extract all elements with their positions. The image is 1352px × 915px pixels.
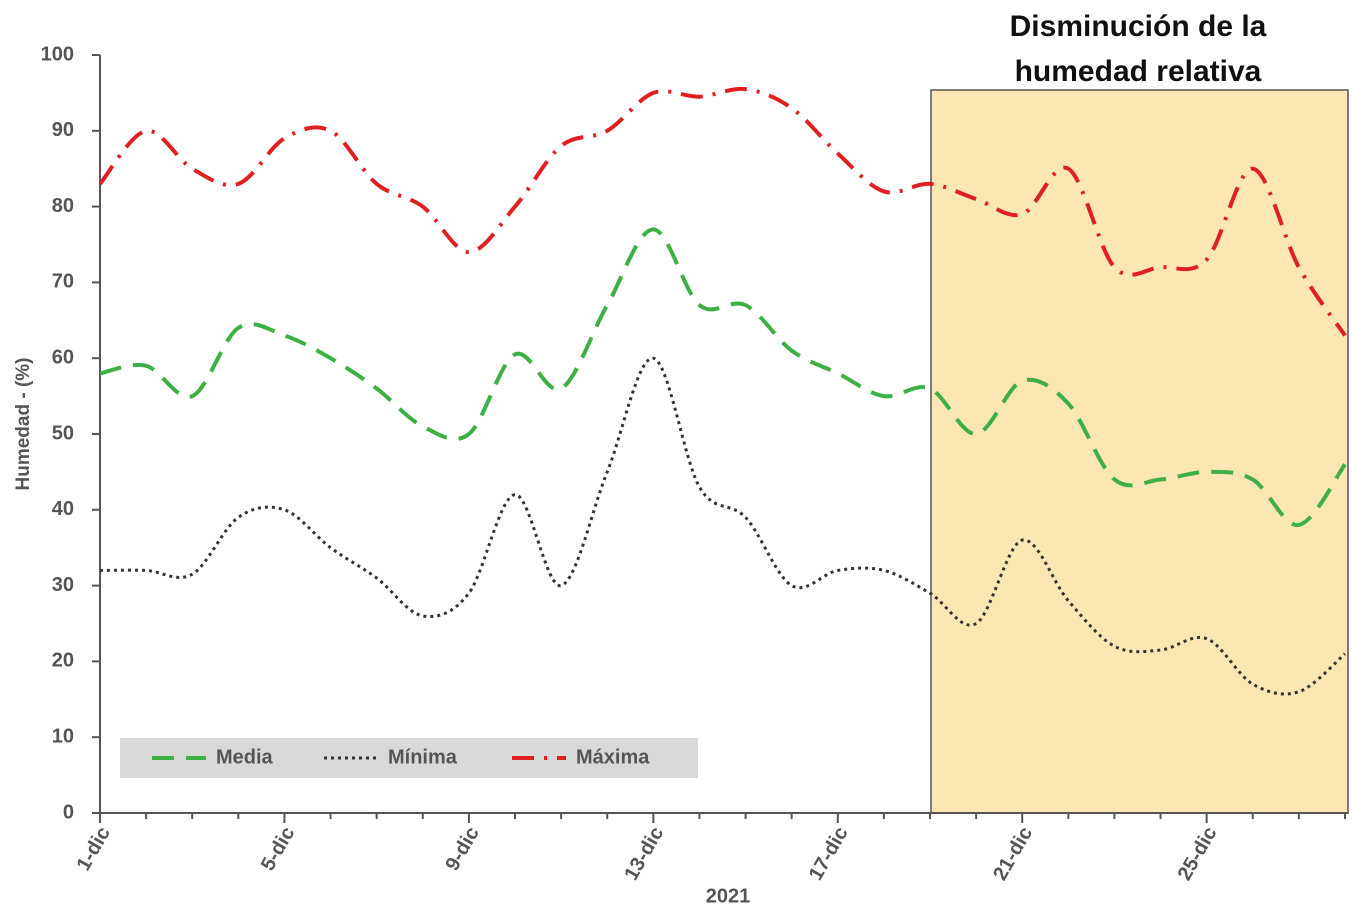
y-tick-label: 100 xyxy=(41,43,74,65)
y-tick-label: 60 xyxy=(52,346,74,368)
series-line xyxy=(99,356,1346,696)
x-tick-label: 13-dic xyxy=(620,823,668,884)
y-axis-label: Humedad - (%) xyxy=(13,358,34,491)
x-tick-label: 21-dic xyxy=(989,823,1037,884)
y-tick-label: 80 xyxy=(52,195,74,217)
y-tick-label: 20 xyxy=(52,650,74,672)
series-line xyxy=(99,227,1347,527)
y-tick-label: 50 xyxy=(52,422,74,444)
y-tick-label: 30 xyxy=(52,574,74,596)
y-tick-label: 90 xyxy=(52,119,74,141)
series-line xyxy=(98,86,1347,337)
annotation: Disminución de la xyxy=(1010,10,1267,43)
y-tick-label: 40 xyxy=(52,498,74,520)
x-tick-label: 1-dic xyxy=(73,823,115,874)
x-tick-label: 5-dic xyxy=(257,823,299,874)
y-tick-label: 10 xyxy=(52,725,74,747)
legend-label: Media xyxy=(216,746,274,768)
legend-label: Máxima xyxy=(576,746,650,768)
legend-label: Mínima xyxy=(388,746,458,768)
y-tick-label: 0 xyxy=(63,801,74,823)
legend-box xyxy=(120,738,698,778)
x-tick-label: 17-dic xyxy=(805,823,853,884)
x-tick-label: 9-dic xyxy=(441,823,483,874)
x-tick-label: 25-dic xyxy=(1174,823,1222,884)
annotation: humedad relativa xyxy=(1015,55,1262,88)
highlight-region xyxy=(930,89,1349,814)
x-axis-label: 2021 xyxy=(706,885,751,907)
y-tick-label: 70 xyxy=(52,271,74,293)
